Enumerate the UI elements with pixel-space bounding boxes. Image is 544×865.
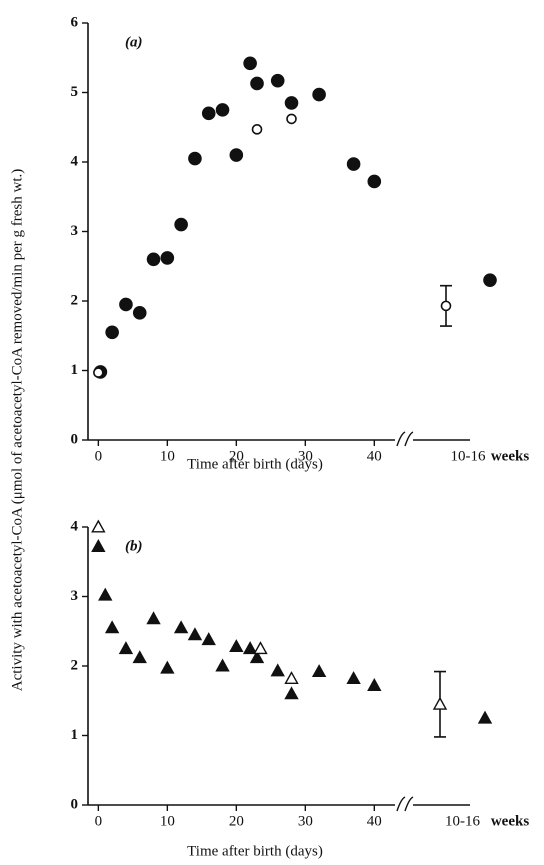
x-tick-label: 10 — [160, 448, 175, 464]
axis-break — [396, 796, 414, 812]
data-point — [242, 641, 258, 655]
data-point — [174, 217, 188, 232]
data-point — [132, 306, 147, 320]
data-point — [284, 96, 299, 110]
data-point — [91, 539, 106, 552]
y-axis-label: Activity with acetoacetyl-CoA (μmol of a… — [9, 169, 25, 691]
panel-label: (a) — [125, 34, 143, 50]
data-point — [483, 273, 497, 287]
data-point — [311, 664, 327, 678]
data-point — [93, 367, 104, 378]
x-tick-label: 0 — [95, 448, 103, 464]
y-tick-label: 3 — [71, 223, 79, 239]
x-tick-label: 20 — [229, 448, 244, 464]
data-point — [477, 710, 493, 724]
data-point — [118, 641, 134, 655]
data-point — [104, 620, 120, 634]
data-point — [251, 124, 263, 135]
data-point — [243, 56, 257, 71]
data-point — [187, 627, 203, 641]
data-point — [249, 650, 265, 664]
data-point — [284, 686, 299, 700]
y-tick-label: 3 — [71, 588, 79, 604]
y-tick-label: 6 — [71, 14, 79, 30]
x-tick-label: 0 — [95, 813, 103, 829]
data-point — [250, 76, 264, 91]
x-tick-label: 40 — [367, 448, 382, 464]
x-tick-label: 10 — [160, 813, 175, 829]
x-axis-label: Time after birth (days) — [187, 456, 323, 472]
y-tick-label: 0 — [71, 431, 79, 447]
data-point — [270, 73, 285, 88]
data-point — [91, 519, 106, 533]
data-point — [146, 611, 161, 625]
y-tick-label: 2 — [71, 657, 79, 673]
data-point — [286, 113, 297, 125]
data-point — [98, 587, 113, 601]
y-tick-label: 2 — [71, 292, 79, 308]
y-tick-label: 4 — [71, 518, 79, 534]
x-unit-label: weeks — [491, 813, 529, 829]
data-point — [119, 297, 133, 312]
data-point — [229, 639, 244, 653]
data-point — [367, 174, 382, 189]
x-tick-label: 10-16 — [451, 448, 486, 464]
data-point — [270, 663, 285, 677]
x-tick-label: 10-16 — [445, 813, 480, 829]
data-point — [160, 660, 175, 674]
y-tick-label: 0 — [71, 796, 79, 812]
data-point — [173, 620, 189, 634]
x-tick-label: 40 — [367, 813, 382, 829]
data-point — [284, 671, 299, 685]
data-point — [432, 696, 448, 710]
data-point — [367, 678, 382, 691]
axis-break — [396, 431, 414, 447]
data-point — [346, 671, 361, 685]
data-point — [346, 157, 361, 171]
panel-label: (b) — [125, 538, 143, 554]
data-point — [215, 658, 230, 672]
x-tick-label: 20 — [229, 813, 244, 829]
x-axis-label: Time after birth (days) — [187, 843, 323, 859]
data-point — [105, 325, 119, 340]
x-tick-label: 30 — [298, 813, 313, 829]
data-point — [201, 632, 216, 646]
x-unit-label: weeks — [491, 448, 529, 464]
data-point — [201, 106, 216, 121]
y-tick-label: 1 — [71, 362, 79, 378]
y-tick-label: 1 — [71, 727, 79, 743]
data-point — [253, 641, 268, 655]
data-point — [188, 151, 202, 166]
x-tick-label: 30 — [298, 448, 313, 464]
data-point — [146, 252, 161, 267]
data-point — [215, 103, 230, 117]
data-point — [229, 148, 244, 162]
data-point — [160, 251, 175, 265]
data-point — [132, 650, 147, 664]
data-point — [440, 300, 452, 312]
y-tick-label: 5 — [71, 84, 79, 100]
y-tick-label: 4 — [71, 153, 79, 169]
data-point — [312, 87, 326, 102]
